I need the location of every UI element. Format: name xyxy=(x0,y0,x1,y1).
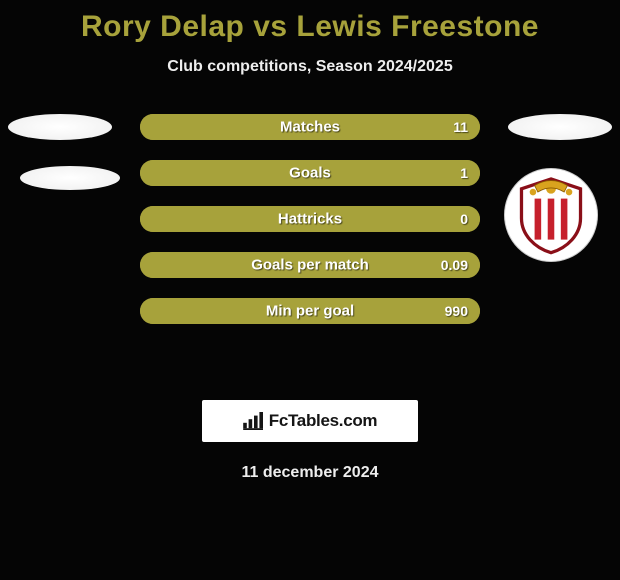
stat-label: Goals xyxy=(289,165,331,182)
player-left-placeholder-1 xyxy=(8,114,112,140)
club-crest xyxy=(504,168,598,262)
stat-label: Hattricks xyxy=(278,211,342,228)
logo-text: FcTables.com xyxy=(269,411,378,431)
stat-bar-goals-per-match: Goals per match 0.09 xyxy=(140,252,480,278)
stat-value-right: 0.09 xyxy=(441,257,468,273)
stat-value-right: 1 xyxy=(460,165,468,181)
stat-value-right: 0 xyxy=(460,211,468,227)
player-left-placeholder-2 xyxy=(20,166,120,190)
logo: FcTables.com xyxy=(202,400,418,442)
stat-label: Matches xyxy=(280,119,340,136)
stat-value-right: 990 xyxy=(445,303,468,319)
stat-bars: Matches 11 Goals 1 Hattricks 0 Goals per… xyxy=(140,114,480,324)
bar-chart-icon xyxy=(243,412,265,430)
date: 11 december 2024 xyxy=(0,464,620,482)
stat-label: Min per goal xyxy=(266,303,354,320)
stat-bar-matches: Matches 11 xyxy=(140,114,480,140)
stat-label: Goals per match xyxy=(251,257,369,274)
stat-value-right: 11 xyxy=(453,119,468,135)
crest-icon xyxy=(510,174,592,256)
player-right-placeholder xyxy=(508,114,612,140)
page-title: Rory Delap vs Lewis Freestone xyxy=(0,0,620,44)
stat-bar-goals: Goals 1 xyxy=(140,160,480,186)
subtitle: Club competitions, Season 2024/2025 xyxy=(0,58,620,76)
comparison-region: Matches 11 Goals 1 Hattricks 0 Goals per… xyxy=(0,114,620,374)
stat-bar-min-per-goal: Min per goal 990 xyxy=(140,298,480,324)
stat-bar-hattricks: Hattricks 0 xyxy=(140,206,480,232)
